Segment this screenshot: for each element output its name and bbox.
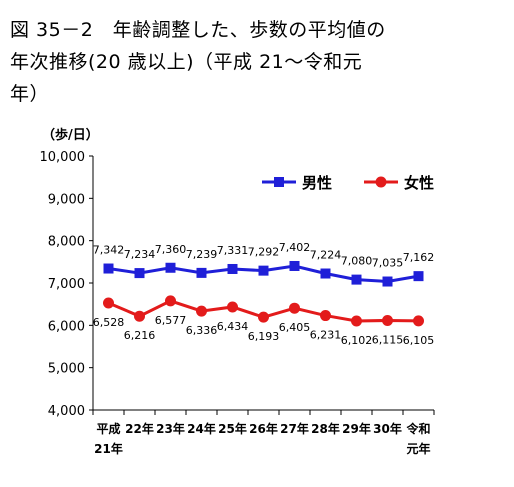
data-label-female: 6,434 [217, 320, 249, 333]
data-label-male: 7,080 [341, 255, 373, 268]
data-point-male [382, 276, 393, 287]
data-point-female [289, 302, 300, 314]
data-label-female: 6,105 [403, 334, 435, 347]
data-point-male [196, 267, 207, 278]
data-point-female [134, 310, 145, 322]
x-tick-label: 令和 [405, 421, 430, 436]
legend-label-female: 女性 [404, 174, 434, 192]
x-tick-label: 22年 [125, 421, 154, 436]
data-point-male [103, 263, 114, 274]
data-label-female: 6,336 [186, 324, 218, 337]
data-label-female: 6,102 [341, 334, 373, 347]
data-label-male: 7,224 [310, 249, 342, 262]
data-label-female: 6,193 [248, 330, 280, 343]
legend-marker-male [274, 177, 284, 187]
y-tick-label: 4,000 [48, 404, 85, 419]
data-point-male [227, 263, 238, 274]
x-tick-label: 平成 [96, 421, 120, 436]
data-point-male [258, 265, 269, 276]
data-point-male [413, 271, 424, 282]
y-tick-label: 10,000 [40, 150, 86, 165]
data-point-female [227, 301, 238, 313]
data-point-male [289, 260, 300, 271]
data-point-female [413, 315, 424, 327]
data-label-male: 7,239 [186, 248, 218, 261]
data-point-male [320, 268, 331, 279]
data-point-female [196, 305, 207, 317]
y-tick-label: 8,000 [48, 235, 85, 250]
x-tick-label: 26年 [249, 421, 278, 436]
y-tick-label: 6,000 [48, 319, 85, 334]
title-line-3: 年） [10, 83, 50, 105]
x-tick-label: 23年 [156, 421, 185, 436]
data-point-female [320, 310, 331, 322]
data-label-male: 7,035 [372, 257, 404, 270]
data-label-male: 7,162 [403, 251, 435, 264]
data-label-male: 7,234 [124, 248, 156, 261]
data-point-male [134, 268, 145, 279]
data-label-female: 6,216 [124, 329, 156, 342]
y-tick-label: 5,000 [48, 362, 85, 377]
data-label-female: 6,115 [372, 333, 404, 346]
data-point-male [165, 262, 176, 273]
x-tick-label: 24年 [187, 421, 216, 436]
y-tick-label: 9,000 [48, 192, 85, 207]
legend-label-male: 男性 [302, 174, 332, 192]
data-point-female [103, 297, 114, 309]
data-point-female [165, 295, 176, 307]
title-line-1: 図 35－2 年齢調整した、歩数の平均値の [10, 19, 386, 41]
data-label-female: 6,577 [155, 314, 187, 327]
x-tick-label: 28年 [311, 421, 340, 436]
data-label-female: 6,231 [310, 329, 342, 342]
data-point-male [351, 274, 362, 285]
data-label-female: 6,405 [279, 321, 311, 334]
x-tick-label: 25年 [218, 421, 247, 436]
legend-marker-female [375, 176, 387, 188]
y-tick-label: 7,000 [48, 277, 85, 292]
x-tick-label: 29年 [342, 421, 371, 436]
data-label-male: 7,331 [217, 244, 249, 257]
data-label-male: 7,342 [93, 244, 125, 257]
data-label-male: 7,402 [279, 241, 311, 254]
data-point-female [382, 314, 393, 326]
data-point-female [351, 315, 362, 327]
chart-title: 図 35－2 年齢調整した、歩数の平均値の 年次推移(20 歳以上)（平成 21… [10, 14, 505, 110]
title-line-2: 年次推移(20 歳以上)（平成 21～令和元 [10, 51, 363, 73]
data-label-female: 6,528 [93, 316, 125, 329]
data-point-female [258, 311, 269, 323]
x-tick-label: 30年 [373, 421, 402, 436]
y-axis-unit-label: （歩/日） [42, 127, 99, 143]
x-tick-label: 27年 [280, 421, 309, 436]
data-label-male: 7,360 [155, 243, 187, 256]
data-label-male: 7,292 [248, 246, 280, 259]
x-tick-label: 元年 [406, 441, 430, 456]
x-tick-label: 21年 [94, 441, 123, 456]
